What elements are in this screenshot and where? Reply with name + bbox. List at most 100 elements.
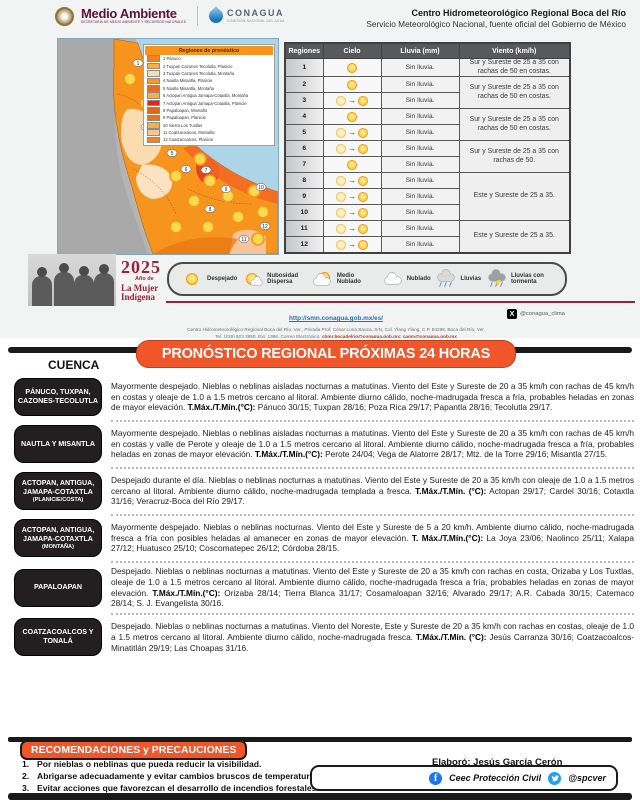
sun-icon (358, 127, 368, 138)
table-row: 1 Sin lluvia. Sur y Sureste de 25 a 35 con… (284, 57, 571, 78)
table-column-header: Viento (km/h) (458, 42, 571, 59)
sun-icon (358, 175, 368, 186)
forecast-row-group: ACTOPAN, ANTIGUA, JAMAPA-COTAXTLA (PLANI… (14, 472, 634, 516)
legend-color-swatch (147, 121, 160, 129)
sun-icon (358, 207, 368, 218)
facebook-handle[interactable]: Ceec Protección Civil (449, 773, 542, 783)
region-number-cell: 10 (284, 204, 324, 222)
forecast-temps-label: T.Máx./T.Mín.(°C): (187, 402, 256, 413)
basin-name: ACTOPAN, ANTIGUA, JAMAPA-COTAXTLA (21, 478, 95, 496)
svg-text:10: 10 (258, 185, 264, 191)
cloud-icon (313, 274, 330, 285)
sky-cell: → (322, 172, 382, 190)
sun-icon (347, 111, 357, 122)
legend-label: 2 Tuxpan Cazones Tecolutla, Planicie (163, 63, 233, 69)
map-legend-item: 6 Actopan Antigua Jamapa-Cotaxtla, Monta… (145, 92, 273, 99)
basin-name: ACTOPAN, ANTIGUA, JAMAPA-COTAXTLA (21, 525, 95, 543)
x-handle[interactable]: @conagua_clima (520, 311, 565, 317)
sky-legend-item: Despejado (183, 271, 237, 287)
recommendations-divider-bar (8, 737, 632, 742)
table-row: 11 → Sin lluvia. Este y Sureste de 25 a 35. (284, 220, 571, 254)
forecast-text: Despejado. Nieblas o neblinas nocturnas … (111, 621, 634, 653)
table-row: 9 → Sin lluvia. (284, 188, 570, 206)
sky-legend-label: Nubosidad Dispersa (267, 272, 299, 285)
facebook-icon[interactable]: f (429, 771, 443, 785)
hazy-sun-icon (336, 191, 346, 202)
table-column-header: Cielo (322, 42, 382, 59)
sun-icon (358, 191, 368, 202)
basin-name: PÁNUCO, TUXPAN, CAZONES-TECOLUTLA (18, 388, 98, 405)
forecast-text-pre: Despejado. Nieblas o neblinas nocturnas … (111, 566, 634, 598)
svg-text:5: 5 (171, 151, 174, 157)
raindrop-icon (439, 281, 443, 287)
sky-cell (322, 108, 382, 126)
basin-name-pill: PAPALOAPAN (14, 568, 102, 607)
smn-link[interactable]: http://smn.conagua.gob.mx/es/ (288, 315, 384, 322)
rain-cell: Sin lluvia. (380, 140, 460, 158)
forecast-text-post: Jesús Carranza 30/16; Coatzacoalcos-Mina… (111, 631, 634, 653)
contact-address: Centro Hidrometeorológico Regional Boca … (187, 327, 485, 333)
hazy-sun-icon (336, 143, 346, 154)
forecast-row-group: PÁNUCO, TUXPAN, CAZONES-TECOLUTLA Mayorm… (14, 378, 634, 422)
page-subtitle: Servicio Meteorológico Nacional, fuente … (366, 19, 626, 30)
legend-color-swatch (147, 62, 160, 70)
rain-cell: Sin lluvia. (380, 220, 460, 238)
hazy-sun-icon (336, 95, 346, 106)
region-number-cell: 6 (284, 140, 324, 158)
forecast-text: Despejado. Nieblas o neblinas nocturnas … (111, 566, 634, 609)
section-title-pill: PRONÓSTICO REGIONAL PRÓXIMAS 24 HORAS (136, 340, 516, 368)
social-media-box: f Ceec Protección Civil @spcver (310, 765, 618, 791)
x-social-block[interactable]: X @conagua_clima (507, 309, 565, 319)
legend-color-swatch (147, 136, 160, 144)
sky-legend-item: Medio Nublado (313, 271, 377, 287)
forecast-text-post: Perote 24/04; Vega de Alatorre 28/17; Mt… (322, 449, 608, 460)
basin-name-pill: NAUTLA Y MISANTLA (14, 425, 102, 463)
table-row: 12 → Sin lluvia. (284, 236, 570, 254)
sun-icon (347, 62, 357, 73)
sky-legend-label: Despejado (207, 275, 238, 282)
sky-legend-item: Lluvias con tormenta (487, 270, 551, 287)
transition-arrow-icon: → (348, 223, 356, 233)
svg-text:1: 1 (137, 61, 140, 67)
sun-icon (358, 143, 368, 154)
recommendation-number: 2. (22, 770, 30, 781)
hazy-sun-icon (336, 239, 346, 250)
raindrop-icon (490, 281, 494, 287)
page-title: Centro Hidrometeorológico Regional Boca … (411, 8, 626, 18)
hazy-sun-icon (336, 175, 346, 186)
forecast-text-post: Orizaba 28/14; Tierra Blanca 31/17; Cosa… (111, 587, 634, 609)
legend-label: 7 Actopan Antigua Jamapa-Cotaxtla, Plani… (163, 100, 247, 106)
sky-cell (322, 156, 382, 174)
twitter-bird-icon[interactable] (548, 771, 562, 785)
forecast-block: COATZACOALCOS Y TONALÁ Despejado. Niebla… (14, 618, 634, 657)
forecast-section: PRONÓSTICO REGIONAL PRÓXIMAS 24 HORAS CU… (0, 338, 640, 805)
sky-legend-label: Lluvias (460, 275, 482, 282)
twitter-handle[interactable]: @spcver (568, 773, 606, 783)
weather-icon (487, 270, 507, 287)
wind-cell: Sur y Sureste de 25 a 35 con rachas de 5… (458, 140, 571, 174)
x-twitter-icon[interactable]: X (507, 309, 517, 319)
wind-cell: Este y Sureste de 25 a 35. (458, 220, 571, 254)
forecast-text-pre: Despejado durante el día. Nieblas o nebl… (111, 474, 634, 496)
map-legend-item: 2 Tuxpan Cazones Tecolutla, Planicie (145, 62, 273, 70)
basin-name-pill: COATZACOALCOS Y TONALÁ (14, 618, 102, 657)
map-legend-item: 7 Actopan Antigua Jamapa-Cotaxtla, Plani… (145, 99, 273, 107)
sky-legend-label: Medio Nublado (336, 272, 361, 285)
basin-name-pill: ACTOPAN, ANTIGUA, JAMAPA-COTAXTLA (MONTA… (14, 519, 102, 557)
contact-emails[interactable]: chmr.bocadelrio@conagua.gob.mx; cagm@con… (321, 333, 457, 339)
weather-icon (383, 271, 403, 287)
sky-legend-label: Lluvias con tormenta (510, 272, 544, 285)
map-legend-item: 1 Pánuco (145, 55, 273, 62)
top-gray-section: Medio Ambiente SECRETARÍA DE MEDIO AMBIE… (0, 0, 640, 339)
bottom-bar (8, 793, 632, 800)
legend-label: 3 Tuxpan Cazones Tecolutla, Montaña (163, 70, 235, 76)
recommendation-text: Por nieblas o neblinas que pueda reducir… (37, 759, 262, 769)
forecast-temps-label: T.Máx./T.Mín. (°C): (415, 631, 487, 642)
svg-text:9: 9 (225, 187, 228, 193)
table-row: 3 → Sin lluvia. (284, 92, 570, 110)
wind-cell: Sur y Sureste de 25 a 35 con rachas de 5… (458, 76, 571, 110)
forecast-text: Mayormente despejado. Nieblas o neblinas… (111, 522, 634, 554)
forecast-text: Mayormente despejado. Nieblas o neblinas… (111, 381, 634, 413)
map-legend-item: 9 Papaloapan, Planicie (145, 114, 273, 122)
